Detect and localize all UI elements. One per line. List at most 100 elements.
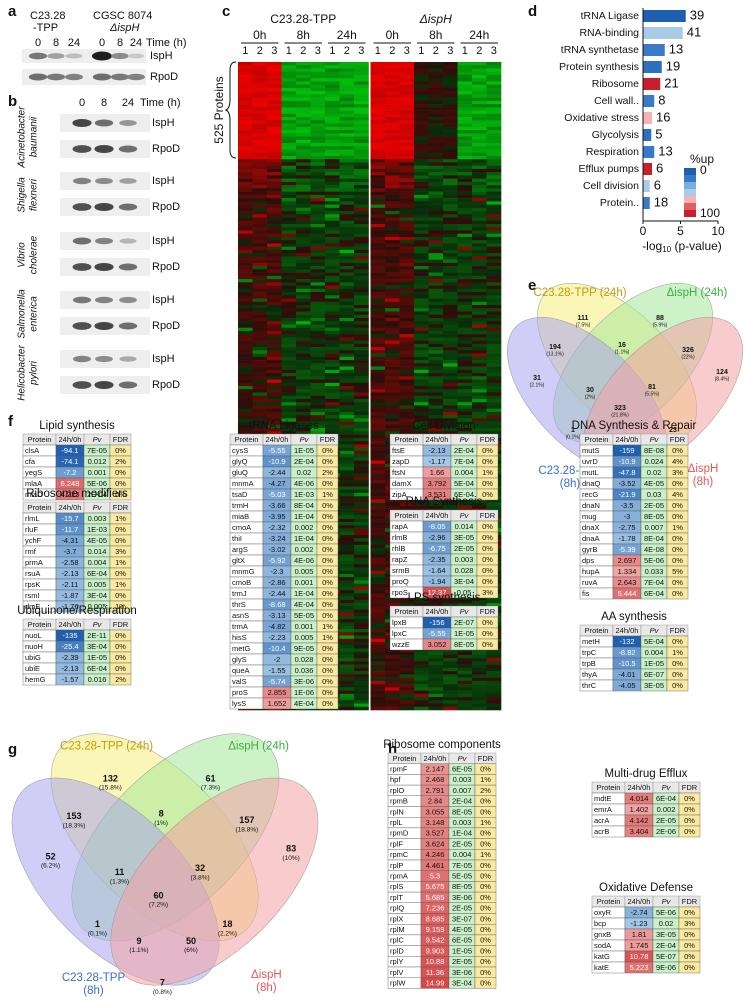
heatmap-cell [414, 324, 429, 328]
heatmap-cell [282, 153, 297, 157]
cell-text: miaB [232, 512, 249, 521]
heatmap-cell [311, 146, 326, 150]
heatmap-cell [267, 98, 282, 102]
cell-text: 0% [482, 618, 493, 627]
heatmap-cell [429, 250, 444, 254]
heatmap-cell [487, 392, 502, 396]
heatmap-cell [282, 370, 297, 374]
heatmap-cell [472, 153, 487, 157]
heatmap-cell [414, 124, 429, 128]
heatmap-cell [340, 668, 355, 672]
heatmap-cell [429, 412, 444, 416]
heatmap-cell [458, 137, 473, 141]
heatmap-cell [414, 286, 429, 290]
header-label: FDR [682, 897, 698, 906]
heatmap-cell [311, 299, 326, 303]
category-label: Oxidative stress [564, 112, 639, 124]
heatmap-cell [296, 350, 311, 354]
heatmap-cell [400, 392, 415, 396]
heatmap-cell [371, 104, 386, 108]
heatmap-cell [282, 253, 297, 257]
heatmap-cell [325, 409, 340, 413]
heatmap-cell [267, 211, 282, 215]
heatmap-cell [429, 668, 444, 672]
heatmap-cell [267, 140, 282, 144]
region-percent: (0.1%) [566, 434, 581, 440]
heatmap-cell [267, 289, 282, 293]
heatmap-cell [340, 674, 355, 678]
heatmap-cell [414, 205, 429, 209]
heatmap-cell [340, 548, 355, 552]
heatmap-cell [325, 114, 340, 118]
heatmap-cell [267, 386, 282, 390]
cell-text: -5.55 [428, 629, 445, 638]
cell-text: 0% [684, 827, 695, 836]
heatmap-cell [253, 172, 268, 176]
heatmap-cell [253, 299, 268, 303]
heatmap-cell [385, 354, 400, 358]
heatmap-cell [354, 376, 369, 380]
region-count: 60 [153, 890, 163, 900]
heatmap-cell [429, 230, 444, 234]
cell-text: 0% [672, 446, 683, 455]
cell-text: trmJ [232, 589, 247, 598]
heatmap-cell [414, 276, 429, 280]
heatmap-cell [296, 62, 311, 66]
heatmap-cell [371, 422, 386, 426]
cell-text: 2% [115, 675, 126, 684]
heatmap-cell [443, 347, 458, 351]
heatmap-cell [238, 156, 253, 160]
heatmap-cell [429, 88, 444, 92]
heatmap-cell [371, 328, 386, 332]
heatmap-cell [371, 399, 386, 403]
heatmap-cell [458, 81, 473, 85]
heatmap-cell [311, 224, 326, 228]
heatmap-cell [429, 195, 444, 199]
heatmap-cell [325, 237, 340, 241]
heatmap-cell [311, 357, 326, 361]
heatmap-cell [325, 279, 340, 283]
heatmap-cell [282, 188, 297, 192]
heatmap-cell [385, 678, 400, 682]
heatmap-cell [354, 399, 369, 403]
heatmap-cell [458, 354, 473, 358]
heatmap-cell [238, 88, 253, 92]
heatmap-cell [282, 373, 297, 377]
heatmap-cell [267, 367, 282, 371]
heatmap-cell [385, 299, 400, 303]
heatmap-cell [443, 230, 458, 234]
heatmap-cell [282, 218, 297, 222]
cell-text: rpmA [390, 872, 408, 881]
heatmap-cell [354, 561, 369, 565]
cell-text: 0% [322, 644, 333, 653]
heatmap-cell [487, 208, 502, 212]
heatmap-cell [296, 299, 311, 303]
heatmap-cell [400, 98, 415, 102]
heatmap-cell [282, 321, 297, 325]
cell-text: 3E-06 [452, 968, 472, 977]
heatmap-cell [354, 81, 369, 85]
heatmap-cell [429, 120, 444, 124]
heatmap-cell [458, 681, 473, 685]
heatmap-cell [340, 117, 355, 121]
cell-text: ftsE [392, 446, 405, 455]
cell-text: 0% [115, 664, 126, 673]
region-count: 61 [205, 773, 215, 783]
cell-text: -135 [62, 631, 77, 640]
bar [643, 27, 683, 39]
heatmap-cell [311, 412, 326, 416]
heatmap-cell [400, 386, 415, 390]
heatmap-cell [340, 111, 355, 115]
count-label: 8 [658, 92, 665, 107]
heatmap-cell [238, 311, 253, 315]
heatmap-cell [354, 681, 369, 685]
heatmap-cell [296, 88, 311, 92]
cell-text: rplQ [390, 904, 404, 913]
heatmap-cell [472, 169, 487, 173]
heatmap-cell [238, 137, 253, 141]
heatmap-cell [340, 574, 355, 578]
heatmap-cell [282, 179, 297, 183]
heatmap-cell [487, 120, 502, 124]
heatmap-cell [296, 117, 311, 121]
heatmap-cell [458, 334, 473, 338]
